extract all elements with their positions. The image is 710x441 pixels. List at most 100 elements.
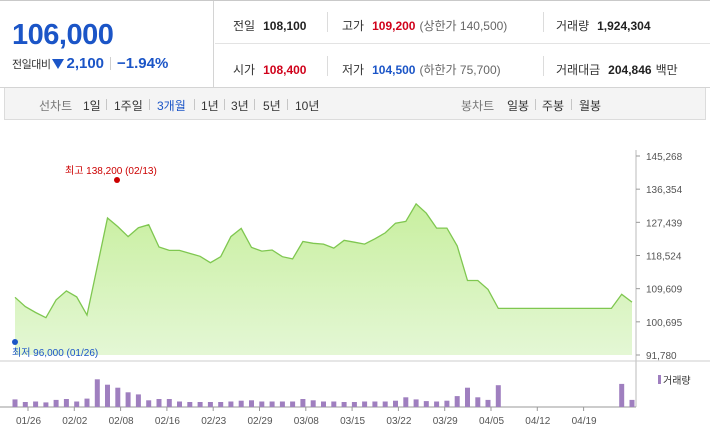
upper-limit: (상한가 140,500): [419, 19, 508, 33]
x-tick-label: 02/23: [201, 416, 226, 427]
x-tick-label: 04/05: [479, 416, 504, 427]
amount-unit: 백만: [655, 63, 678, 77]
amount-value: 204,846: [608, 63, 652, 77]
divider: [224, 99, 225, 110]
volume-label: 거래량: [556, 19, 590, 33]
volume-bar: [207, 402, 213, 407]
volume-bar: [22, 402, 28, 407]
price-chart-svg: 145,268 136,354 127,439 118,524 109,609 100,6…: [0, 150, 710, 427]
volume-bar: [495, 385, 501, 407]
low-value: 104,500: [372, 63, 416, 77]
volume-bar: [74, 401, 80, 407]
open-label: 시가: [233, 63, 256, 77]
divider: [571, 99, 572, 110]
y-tick-label: 136,354: [646, 185, 683, 196]
volume-bar: [629, 399, 635, 407]
candle-weekly[interactable]: 주봉: [542, 99, 565, 113]
period-1y[interactable]: 1년: [201, 99, 219, 113]
price-series-line: [14, 202, 633, 319]
divider: [254, 99, 255, 110]
volume-bar: [33, 401, 39, 407]
down-triangle-icon: [52, 58, 65, 69]
x-tick-label: 02/16: [155, 416, 180, 427]
period-1d[interactable]: 1일: [83, 99, 101, 113]
period-3m[interactable]: 3개월: [157, 99, 186, 113]
period-1w[interactable]: 1주일: [114, 99, 143, 113]
volume-bar: [43, 402, 49, 407]
volume-bar: [290, 401, 296, 407]
x-tick-label: 02/02: [62, 416, 87, 427]
amount-label: 거래대금: [556, 63, 601, 77]
volume-bar: [187, 402, 193, 407]
divider: [194, 99, 195, 110]
divider: [535, 99, 536, 110]
y-tick-label: 127,439: [646, 218, 683, 229]
y-tick-label: 118,524: [646, 252, 682, 263]
volume-bar: [310, 400, 316, 407]
change-row: 전일대비 2,100 −1.94%: [12, 55, 168, 72]
volume-bar: [115, 387, 121, 407]
prev-close: 전일 108,100: [233, 17, 306, 34]
volume-bar: [84, 398, 90, 407]
current-price: 106,000: [12, 19, 114, 51]
volume-bar: [279, 401, 285, 407]
volume-bar: [146, 400, 152, 407]
divider: [543, 56, 544, 76]
divider: [106, 99, 107, 110]
volume-bar: [341, 402, 347, 407]
volume-bar: [619, 383, 625, 407]
y-tick-label: 109,609: [646, 285, 683, 296]
volume-bar: [12, 399, 18, 407]
x-tick-label: 03/29: [433, 416, 458, 427]
divider: [543, 12, 544, 32]
change-amount: 2,100: [66, 55, 105, 72]
volume-bar: [269, 401, 275, 407]
high-value: 109,200: [372, 19, 416, 33]
x-tick-label: 03/22: [386, 416, 411, 427]
prev-close-value: 108,100: [263, 19, 307, 33]
volume-bar: [218, 402, 224, 407]
candle-chart-label: 봉차트: [461, 99, 495, 113]
candle-daily[interactable]: 일봉: [507, 99, 530, 113]
x-tick-label: 01/26: [16, 416, 41, 427]
volume-bar: [454, 396, 460, 407]
x-tick-label: 04/12: [525, 416, 550, 427]
period-5y[interactable]: 5년: [263, 99, 281, 113]
y-tick-label: 91,780: [646, 351, 677, 362]
change-label: 전일대비: [12, 58, 51, 71]
high-label: 고가: [342, 19, 365, 33]
price-chart: 145,268 136,354 127,439 118,524 109,609 100,6…: [0, 120, 710, 441]
volume-bar: [249, 400, 254, 407]
period-10y[interactable]: 10년: [295, 99, 320, 113]
change-percent: −1.94%: [117, 55, 169, 72]
volume-legend-swatch: [658, 375, 661, 384]
price-summary: 106,000 전일대비 2,100 −1.94%: [0, 1, 214, 88]
volume-bar: [485, 399, 491, 407]
volume-value: 1,924,304: [597, 19, 651, 33]
low-annotation: 최저 96,000 (01/26): [12, 347, 98, 359]
period-3y[interactable]: 3년: [231, 99, 249, 113]
volume-legend-label: 거래량: [663, 375, 691, 387]
candle-monthly[interactable]: 월봉: [579, 99, 602, 113]
day-high: 고가 109,200 (상한가 140,500): [342, 17, 507, 34]
volume-bar: [331, 401, 337, 407]
x-tick-label: 02/08: [109, 416, 134, 427]
volume-bar: [465, 387, 470, 407]
trade-amount: 거래대금 204,846 백만: [556, 61, 678, 78]
quote-header: 106,000 전일대비 2,100 −1.94% 전일 108,100 고가 10…: [0, 0, 710, 88]
line-chart-label: 선차트: [39, 99, 73, 113]
divider: [287, 99, 288, 110]
volume-bar: [300, 399, 306, 407]
volume-info: 거래량 1,924,304: [556, 17, 651, 34]
volume-bar: [372, 401, 378, 407]
volume-bar: [382, 401, 388, 407]
volume-bar: [197, 402, 203, 407]
volume-bar: [475, 397, 481, 407]
volume-bar: [351, 402, 357, 407]
divider: [327, 12, 328, 32]
high-annotation: 최고 138,200 (02/13): [65, 165, 157, 177]
divider: [327, 56, 328, 76]
volume-bar: [177, 401, 182, 407]
volume-bar: [156, 399, 162, 407]
y-tick-label: 100,695: [646, 318, 683, 329]
